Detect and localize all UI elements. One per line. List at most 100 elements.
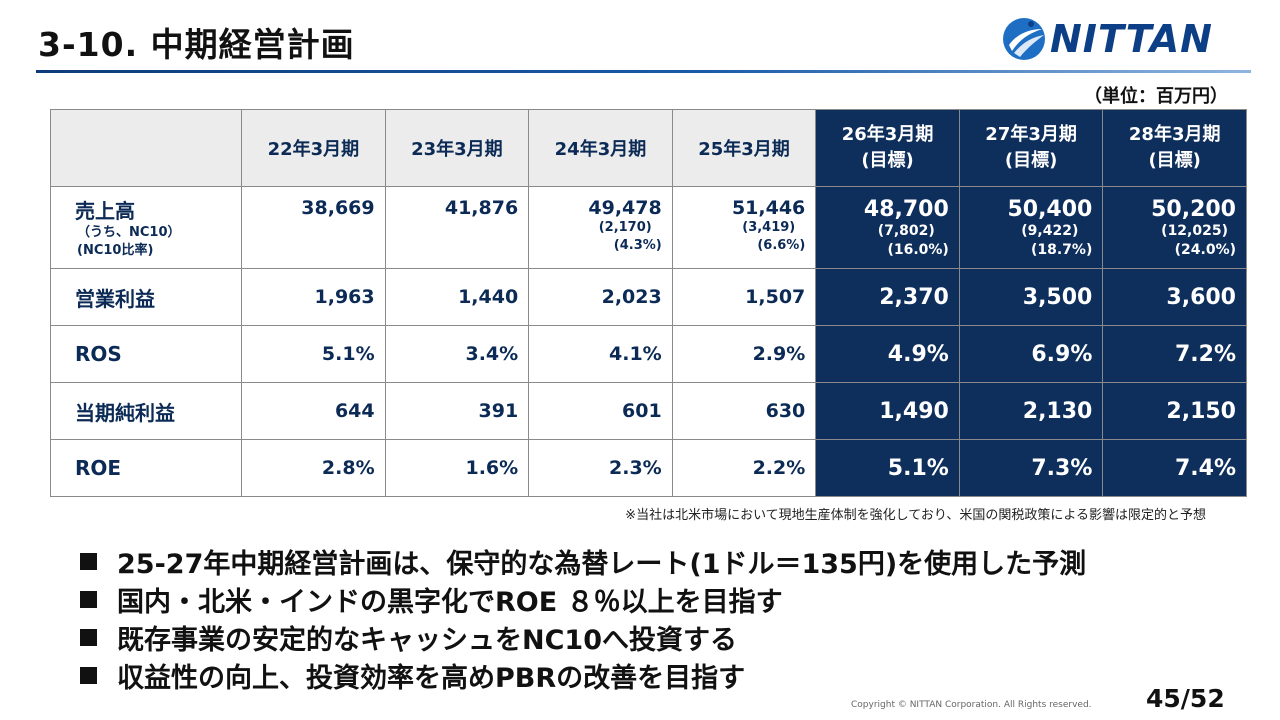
sales-value: 50,200 — [1151, 197, 1236, 222]
bullet-text: 収益性の向上、投資効率を高めPBRの改善を目指す — [117, 662, 746, 694]
table-cell: 644 — [241, 382, 386, 440]
title-divider — [36, 70, 1251, 73]
sales-value: 49,478 — [588, 197, 662, 219]
nittan-logo: NITTAN — [1000, 12, 1256, 66]
table-cell: 1,440 — [384, 268, 530, 326]
header-fy27-period: 27年3月期 — [985, 124, 1077, 145]
table-cell: 1,507 — [671, 268, 817, 326]
table-cell-target: 6.9% — [958, 325, 1104, 383]
sales-nc10-ratio: (18.7%) — [1030, 242, 1093, 258]
table-cell-target: 7.4% — [1102, 439, 1247, 497]
unit-label: （単位：百万円） — [1084, 86, 1228, 107]
list-item: 収益性の向上、投資効率を高めPBRの改善を目指す — [80, 656, 1086, 694]
table-cell: 2.8% — [241, 439, 386, 497]
sales-fy27: 50,400 (9,422) (18.7%) — [958, 186, 1104, 269]
sales-nc10-value: (7,802) — [877, 223, 935, 239]
header-fy26-target: 26年3月期 (目標) — [815, 109, 960, 187]
sales-nc10-ratio: (24.0%) — [1174, 242, 1236, 258]
list-item: 国内・北米・インドの黒字化でROE ８％以上を目指す — [80, 580, 1086, 618]
header-corner-cell — [49, 109, 243, 187]
square-bullet-icon — [80, 552, 97, 570]
mid-term-plan-table: 22年3月期 23年3月期 24年3月期 25年3月期 26年3月期 (目標) … — [49, 109, 1247, 497]
row-label-operating-profit: 営業利益 — [49, 268, 243, 326]
header-fy27-tag: (目標) — [1004, 150, 1058, 171]
table-cell-target: 7.3% — [958, 439, 1104, 497]
sales-fy28: 50,200 (12,025) (24.0%) — [1102, 186, 1247, 269]
sales-label: 売上高 — [75, 199, 135, 223]
bullet-text: 25-27年中期経営計画は、保守的な為替レート(1ドル＝135円)を使用した予測 — [117, 548, 1087, 580]
table-cell-target: 2,130 — [958, 382, 1104, 440]
sales-nc10-ratio: (16.0%) — [887, 242, 949, 258]
table-cell: 5.1% — [241, 325, 386, 383]
table-cell: 2.2% — [671, 439, 817, 497]
sales-fy23: 41,876 — [384, 186, 530, 269]
sales-nc10-value: (2,170) — [598, 220, 652, 235]
bullet-text: 既存事業の安定的なキャッシュをNC10へ投資する — [117, 624, 737, 656]
row-label-net-income: 当期純利益 — [49, 382, 243, 440]
row-label-roe: ROE — [49, 439, 243, 497]
header-fy26-period: 26年3月期 — [841, 124, 934, 145]
key-points-list: 25-27年中期経営計画は、保守的な為替レート(1ドル＝135円)を使用した予測… — [80, 542, 1086, 694]
table-cell: 2.3% — [528, 439, 673, 497]
table-row-ros: ROS 5.1% 3.4% 4.1% 2.9% 4.9% 6.9% 7.2% — [49, 325, 1247, 383]
sales-nc10-value: (12,025) — [1161, 223, 1228, 239]
header-fy28-target: 28年3月期 (目標) — [1102, 109, 1247, 187]
slide-title: 3-10. 中期経営計画 — [38, 25, 355, 64]
tariff-footnote: ※当社は北米市場において現地生産体制を強化しており、米国の関税政策による影響は限… — [625, 508, 1206, 523]
nittan-logo-mark-icon — [1003, 18, 1045, 60]
sales-nc10-ratio: (4.3%) — [613, 238, 662, 253]
copyright-notice: Copyright © NITTAN Corporation. All Righ… — [851, 700, 1092, 710]
sales-nc10-label: （うち、NC10） — [77, 225, 181, 240]
table-cell-target: 4.9% — [815, 325, 960, 383]
table-cell: 601 — [528, 382, 673, 440]
sales-fy25: 51,446 (3,419) (6.6%) — [671, 186, 817, 269]
table-cell-target: 7.2% — [1102, 325, 1247, 383]
table-cell-target: 3,500 — [958, 268, 1104, 326]
table-cell-target: 2,370 — [815, 268, 960, 326]
header-fy27-target: 27年3月期 (目標) — [958, 109, 1104, 187]
table-row-sales: 売上高 （うち、NC10） (NC10比率) 38,669 41,876 49,… — [49, 186, 1247, 269]
page-number: 45/52 — [1146, 684, 1225, 713]
table-row-operating-profit: 営業利益 1,963 1,440 2,023 1,507 2,370 3,500… — [49, 268, 1247, 326]
bullet-text: 国内・北米・インドの黒字化でROE ８％以上を目指す — [117, 586, 783, 618]
table-cell: 4.1% — [528, 325, 673, 383]
table-cell: 630 — [671, 382, 817, 440]
header-fy26-tag: (目標) — [861, 150, 914, 171]
sales-nc10-value: (9,422) — [1021, 223, 1079, 239]
row-label-ros: ROS — [49, 325, 243, 383]
sales-nc10-ratio: (6.6%) — [757, 238, 806, 253]
sales-nc10-value: (3,419) — [742, 220, 796, 235]
table-cell-target: 2,150 — [1102, 382, 1247, 440]
sales-value: 50,400 — [1007, 197, 1093, 222]
sales-value: 51,446 — [731, 197, 806, 219]
table-cell-target: 3,600 — [1102, 268, 1247, 326]
table-cell: 391 — [384, 382, 530, 440]
table-cell-target: 1,490 — [815, 382, 960, 440]
table-row-roe: ROE 2.8% 1.6% 2.3% 2.2% 5.1% 7.3% 7.4% — [49, 439, 1247, 497]
list-item: 25-27年中期経営計画は、保守的な為替レート(1ドル＝135円)を使用した予測 — [80, 542, 1086, 580]
header-fy24: 24年3月期 — [528, 109, 673, 187]
header-fy22: 22年3月期 — [241, 109, 386, 187]
table-cell: 1.6% — [384, 439, 530, 497]
table-cell: 2,023 — [528, 268, 673, 326]
sales-fy24: 49,478 (2,170) (4.3%) — [528, 186, 673, 269]
square-bullet-icon — [80, 666, 97, 684]
sales-value: 41,876 — [444, 197, 519, 219]
table-cell-target: 5.1% — [815, 439, 960, 497]
header-fy25: 25年3月期 — [671, 109, 817, 187]
row-label-sales: 売上高 （うち、NC10） (NC10比率) — [49, 186, 243, 269]
header-fy23: 23年3月期 — [384, 109, 530, 187]
table-row-net-income: 当期純利益 644 391 601 630 1,490 2,130 2,150 — [49, 382, 1247, 440]
list-item: 既存事業の安定的なキャッシュをNC10へ投資する — [80, 618, 1086, 656]
table-cell: 2.9% — [671, 325, 817, 383]
nittan-logo-text: NITTAN — [1050, 17, 1213, 61]
table-header-row: 22年3月期 23年3月期 24年3月期 25年3月期 26年3月期 (目標) … — [49, 109, 1247, 187]
header-fy28-tag: (目標) — [1148, 150, 1201, 171]
table-cell: 3.4% — [384, 325, 530, 383]
sales-fy22: 38,669 — [241, 186, 386, 269]
header-fy28-period: 28年3月期 — [1128, 124, 1221, 145]
table-cell: 1,963 — [241, 268, 386, 326]
sales-value: 48,700 — [863, 197, 949, 222]
square-bullet-icon — [80, 628, 97, 646]
sales-fy26: 48,700 (7,802) (16.0%) — [815, 186, 960, 269]
